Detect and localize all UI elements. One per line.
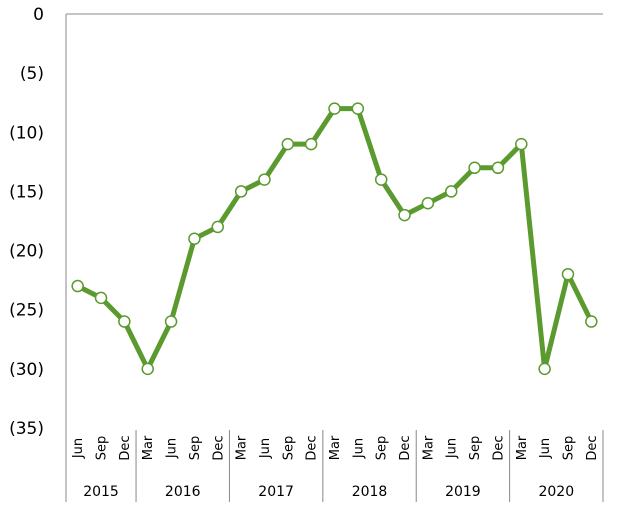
data-point [141, 362, 154, 376]
x-tick-label: Dec [491, 435, 506, 460]
data-point [234, 185, 248, 198]
data-point [328, 102, 341, 115]
x-tick-label: Sep [281, 436, 296, 461]
data-point [281, 137, 295, 151]
series-lines [75, 106, 594, 372]
x-tick-label: Dec [585, 435, 600, 460]
data-point [304, 137, 318, 151]
y-tick-label: 0 [33, 5, 44, 25]
y-tick-label: (25) [9, 301, 44, 321]
x-tick-label: Jun [165, 438, 180, 459]
year-label: 2015 [83, 484, 119, 500]
x-axis-ticks: Jun Sep Dec Mar Jun Sep Dec Mar Jun Sep Dec Mar Jun S… [71, 435, 600, 460]
data-point [118, 315, 131, 328]
data-point [468, 161, 481, 175]
chart-axes [65, 13, 603, 502]
x-tick-label: Mar [421, 435, 436, 460]
data-point [211, 220, 225, 234]
x-tick-label: Sep [188, 436, 203, 461]
x-tick-label: Jun [445, 438, 460, 459]
x-tick-label: Mar [328, 435, 343, 460]
x-tick-label: Sep [468, 436, 483, 461]
x-tick-label: Mar [141, 435, 156, 460]
year-label: 2019 [445, 484, 481, 500]
y-tick-label: (15) [9, 182, 44, 202]
y-tick-label: (10) [9, 123, 44, 143]
series-line [75, 106, 594, 372]
data-point [585, 315, 598, 328]
year-label: 2016 [165, 484, 201, 500]
data-point [421, 197, 435, 210]
y-tick-label: (35) [9, 419, 44, 439]
data-point [94, 291, 108, 305]
x-tick-label: Dec [211, 435, 226, 460]
y-tick-label: (5) [20, 64, 44, 84]
year-label: 2020 [538, 484, 574, 500]
y-axis-ticks: 0 (5) (10) (15) (20) (25) (30) (35) [9, 5, 44, 439]
data-point [444, 185, 458, 198]
x-tick-label: Dec [305, 435, 320, 460]
x-tick-label: Jun [71, 438, 86, 459]
y-tick-label: (20) [9, 242, 44, 262]
series-points [71, 102, 598, 376]
x-tick-label: Dec [398, 435, 413, 460]
year-label: 2017 [258, 484, 294, 500]
x-axis-year-groups: 2015 2016 2017 2018 2019 2020 [65, 430, 604, 502]
data-point [538, 362, 551, 376]
data-point [71, 279, 84, 293]
data-point [515, 137, 528, 151]
y-tick-label: (30) [9, 360, 44, 380]
data-point [561, 267, 575, 281]
x-tick-label: Dec [118, 435, 133, 460]
data-point [374, 173, 388, 186]
x-tick-label: Mar [235, 435, 250, 460]
data-point [164, 315, 178, 328]
data-point [258, 173, 271, 186]
x-tick-label: Mar [515, 435, 530, 460]
x-tick-label: Jun [538, 438, 553, 459]
x-tick-label: Sep [561, 436, 576, 461]
data-point [398, 208, 411, 222]
data-point [188, 232, 201, 245]
x-tick-label: Sep [95, 436, 110, 461]
data-point [491, 161, 505, 175]
x-tick-label: Jun [351, 438, 366, 459]
data-point [351, 102, 365, 115]
year-label: 2018 [352, 484, 388, 500]
x-tick-label: Sep [375, 436, 390, 461]
x-tick-label: Jun [258, 438, 273, 459]
